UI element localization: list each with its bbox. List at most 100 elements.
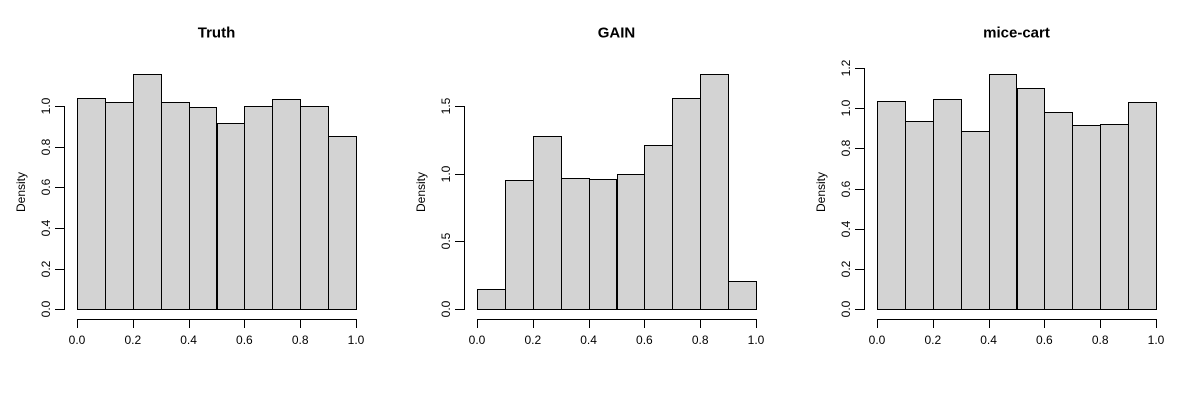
y-tick: [855, 108, 864, 110]
x-tick-label: 0.8: [1091, 333, 1109, 347]
y-tick: [455, 173, 464, 175]
histogram-bar: [1128, 102, 1157, 310]
histogram-bar: [1016, 88, 1046, 310]
histogram-bar: [1044, 112, 1074, 310]
x-tick: [244, 319, 246, 328]
histogram-bar: [328, 135, 357, 310]
histogram-bar: [504, 180, 534, 310]
x-tick-label: 1.0: [1147, 333, 1165, 347]
histogram-bar: [672, 97, 702, 310]
histogram-bar: [77, 98, 106, 310]
x-tick: [588, 319, 590, 328]
panel-title: GAIN: [597, 24, 636, 42]
y-tick: [855, 188, 864, 190]
y-tick: [855, 148, 864, 150]
histogram-bar: [988, 74, 1018, 310]
histogram-bar: [104, 102, 134, 310]
x-tick: [477, 319, 478, 328]
x-tick-label: 0.0: [868, 333, 886, 347]
x-tick-label: 0.6: [1036, 333, 1053, 347]
y-tick: [455, 241, 464, 243]
x-axis-line: [477, 319, 757, 320]
histogram-bar: [904, 121, 934, 310]
x-tick: [756, 319, 757, 328]
x-axis-line: [77, 319, 357, 320]
y-tick-label: 0.6: [39, 179, 53, 196]
x-tick: [356, 319, 357, 328]
histogram-bar: [700, 74, 730, 310]
x-tick-label: 0.2: [124, 333, 142, 347]
panel-gain: GAIN Density 0.0 0.5 1.0 1.5 0.0 0.2 0.4 0.6 0.8 1.…: [400, 0, 800, 400]
x-tick: [132, 319, 134, 328]
x-tick-label: 0.8: [291, 333, 309, 347]
x-axis-line: [877, 319, 1157, 320]
y-tick: [855, 68, 864, 69]
y-tick-label: 1.2: [839, 59, 853, 77]
x-tick: [300, 319, 302, 328]
histogram-bar: [1100, 124, 1130, 310]
x-tick: [988, 319, 990, 328]
y-axis-label: Density: [814, 171, 828, 212]
histogram-bar: [644, 145, 674, 310]
panel-mice-cart: mice-cart Density 0.0 0.2 0.4 0.6 0.8 1.0 1.2 0.0…: [800, 0, 1200, 400]
x-tick-label: 0.0: [468, 333, 486, 347]
x-tick-label: 0.6: [236, 333, 253, 347]
x-tick: [932, 319, 934, 328]
histogram-bar: [932, 99, 962, 310]
x-tick: [532, 319, 534, 328]
y-axis-label: Density: [14, 171, 28, 212]
x-tick-label: 1.0: [347, 333, 365, 347]
y-tick-label: 1.0: [839, 99, 853, 117]
y-tick-label: 0.5: [439, 232, 453, 250]
y-tick: [55, 309, 64, 310]
y-tick-label: 1.5: [439, 97, 453, 115]
x-tick: [77, 319, 78, 328]
y-tick-label: 0.4: [839, 220, 853, 238]
histogram-bar: [588, 178, 618, 310]
y-tick: [55, 268, 64, 270]
y-tick-label: 0.8: [839, 139, 853, 157]
x-tick-label: 0.6: [636, 333, 653, 347]
x-tick-label: 1.0: [747, 333, 765, 347]
y-tick-label: 0.0: [839, 300, 853, 318]
histogram-bar: [188, 107, 218, 310]
y-axis-line: [64, 106, 65, 310]
x-tick-label: 0.2: [524, 333, 542, 347]
histogram-bar: [272, 99, 302, 310]
y-tick-label: 0.2: [39, 260, 53, 277]
histogram-bar: [477, 288, 506, 310]
x-tick-label: 0.4: [180, 333, 197, 347]
y-tick: [855, 268, 864, 270]
histogram-bar: [1072, 125, 1102, 310]
x-tick: [1044, 319, 1046, 328]
histogram-bar: [216, 122, 246, 310]
y-tick-label: 1.0: [39, 98, 53, 115]
y-tick-label: 0.0: [439, 300, 453, 318]
y-tick: [455, 309, 464, 310]
x-tick-label: 0.4: [980, 333, 997, 347]
histogram-bar: [532, 136, 562, 310]
x-tick-label: 0.2: [924, 333, 942, 347]
y-tick: [55, 106, 64, 108]
y-tick-label: 0.0: [39, 300, 53, 318]
histogram-bar: [244, 106, 274, 310]
x-tick: [700, 319, 702, 328]
histogram-bar: [877, 101, 906, 310]
y-tick-label: 1.0: [439, 165, 453, 182]
x-tick-label: 0.8: [691, 333, 709, 347]
y-tick-label: 0.2: [839, 260, 853, 278]
panel-truth: Truth Density 0.0 0.2 0.4 0.6 0.8 1.0 0.0 0.2 0.4 0…: [0, 0, 400, 400]
y-tick-label: 0.8: [39, 138, 53, 156]
y-tick: [55, 187, 64, 189]
x-tick: [1100, 319, 1102, 328]
y-tick: [55, 228, 64, 229]
x-tick: [1156, 319, 1157, 328]
x-tick-label: 0.0: [68, 333, 86, 347]
y-tick-label: 0.4: [39, 219, 53, 237]
histogram-bar: [560, 178, 590, 310]
x-tick-label: 0.4: [580, 333, 597, 347]
y-axis-label: Density: [414, 171, 428, 212]
panel-title: mice-cart: [983, 24, 1050, 42]
histogram-bar: [300, 106, 330, 310]
